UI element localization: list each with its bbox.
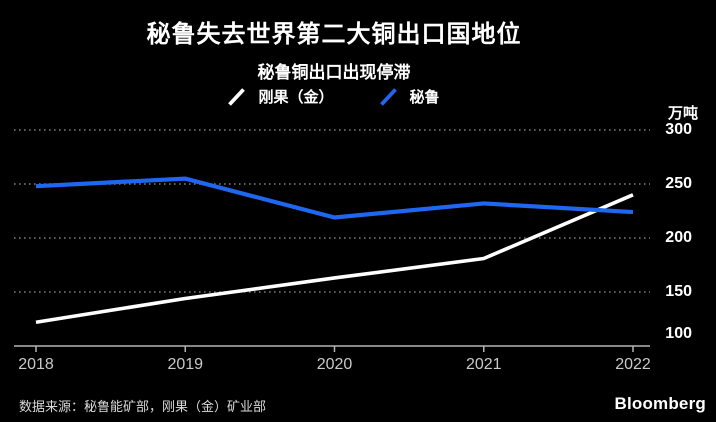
y-tick-label: 150 <box>665 283 692 300</box>
legend-label-congo: 刚果（金） <box>258 89 334 106</box>
white-line-swatch-icon <box>228 87 246 106</box>
legend-label-peru: 秘鲁 <box>409 89 440 106</box>
chart-subtitle: 秘鲁铜出口出现停滞 <box>257 63 411 82</box>
bloomberg-logo: Bloomberg <box>614 394 706 413</box>
y-axis-unit-label: 万吨 <box>667 105 698 122</box>
x-tick-label: 2021 <box>465 356 502 373</box>
blue-line-swatch-icon <box>379 87 397 106</box>
chart-legend: 刚果（金） 秘鲁 <box>0 86 668 107</box>
y-tick-label: 300 <box>665 121 692 138</box>
x-tick-label: 2019 <box>167 356 204 373</box>
chart-title: 秘鲁失去世界第二大铜出口国地位 <box>146 21 522 48</box>
y-tick-label: 100 <box>665 325 692 342</box>
y-tick-label: 250 <box>665 175 692 192</box>
data-source-note: 数据来源：秘鲁能矿部，刚果（金）矿业部 <box>19 399 267 414</box>
chart-header: 秘鲁失去世界第二大铜出口国地位 秘鲁铜出口出现停滞 <box>0 0 668 83</box>
legend-item-congo: 刚果（金） <box>228 86 334 107</box>
x-tick-label: 2020 <box>316 356 353 373</box>
legend-item-peru: 秘鲁 <box>379 86 440 107</box>
x-tick-label: 2018 <box>18 356 54 373</box>
x-tick-label: 2022 <box>615 356 651 373</box>
y-tick-label: 200 <box>665 229 692 246</box>
